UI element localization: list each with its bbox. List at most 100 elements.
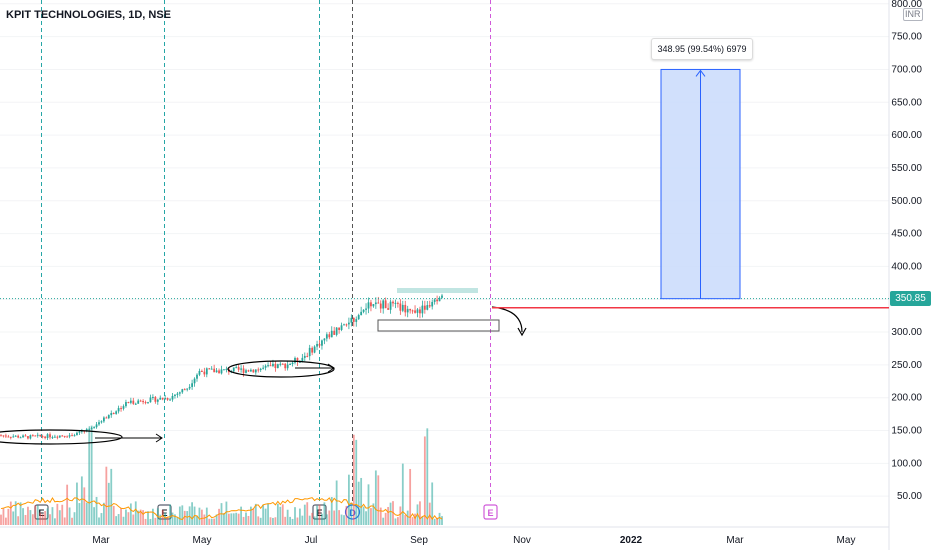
candle-body — [423, 305, 426, 310]
volume-bar — [144, 518, 147, 525]
candle-body — [19, 437, 22, 439]
volume-bar — [335, 480, 338, 525]
candle-body — [340, 325, 343, 330]
volume-bar — [198, 507, 201, 525]
candle-body — [198, 370, 201, 375]
volume-bar — [286, 509, 289, 525]
candle-body — [345, 324, 348, 326]
candle-body — [61, 435, 64, 437]
candle-body — [34, 435, 37, 437]
event-badge-label: E — [487, 508, 493, 518]
breakout-arrow — [295, 363, 335, 373]
volume-bar — [100, 513, 103, 525]
volume-bar — [88, 429, 91, 525]
candle-body — [188, 386, 191, 389]
volume-bar — [66, 484, 69, 525]
candle-body — [245, 370, 247, 373]
candle-body — [132, 400, 135, 404]
volume-bar — [267, 503, 269, 525]
volume-bar — [321, 513, 323, 525]
volume-bar — [27, 506, 29, 525]
volume-bar — [2, 508, 5, 525]
volume-bar — [201, 509, 203, 525]
volume-bar — [166, 516, 169, 525]
candle-body — [137, 400, 140, 404]
volume-bar — [254, 503, 257, 525]
candle-body — [311, 347, 314, 353]
volume-bar — [215, 514, 218, 525]
volume-bar — [289, 516, 291, 525]
candle-body — [306, 355, 309, 357]
x-tick-label: Sep — [410, 535, 428, 546]
candle-body — [318, 343, 321, 346]
candle-body — [360, 311, 363, 316]
consolidation-ellipse — [227, 360, 335, 378]
range-box — [377, 319, 500, 332]
last-price-tag: 350.85 — [890, 291, 931, 306]
measure-arrow-head — [695, 69, 706, 77]
x-tick-label: May — [837, 535, 856, 546]
candle-body — [39, 434, 42, 437]
candle-body — [419, 309, 421, 314]
volume-bar — [44, 511, 46, 525]
volume-bar — [205, 507, 208, 525]
volume-bar — [441, 516, 443, 525]
volume-bar — [129, 503, 132, 525]
candle-body — [166, 398, 169, 400]
candle-body — [178, 392, 181, 394]
candle-body — [223, 369, 225, 371]
candle-body — [352, 317, 355, 322]
candle-body — [213, 368, 216, 373]
candle-body — [63, 435, 66, 437]
candle-body — [299, 361, 301, 363]
volume-bar — [171, 512, 174, 525]
volume-bar — [230, 513, 233, 525]
candle-body — [193, 378, 196, 384]
volume-bar — [365, 511, 367, 525]
measure-label: 348.95 (99.54%) 6979 — [651, 38, 753, 60]
candle-body — [289, 364, 291, 366]
volume-bar — [272, 517, 274, 525]
candle-body — [49, 434, 51, 438]
volume-bar — [122, 516, 125, 525]
volume-bar — [406, 510, 409, 525]
candle-body — [95, 424, 98, 428]
candle-body — [93, 427, 95, 429]
volume-bar — [142, 510, 144, 525]
volume-bar — [237, 513, 240, 525]
currency-badge[interactable]: INR — [903, 8, 923, 21]
candle-body — [41, 436, 44, 438]
candle-body — [426, 305, 429, 310]
volume-bar — [387, 506, 389, 525]
volume-bar — [284, 516, 287, 525]
volume-bar — [117, 514, 120, 525]
volume-bar — [370, 508, 372, 525]
volume-bar — [112, 505, 115, 525]
candle-body — [98, 422, 100, 425]
candle-body — [164, 398, 167, 400]
volume-bar — [22, 508, 24, 525]
candle-body — [286, 364, 289, 369]
y-tick-label: 650.00 — [891, 97, 922, 108]
candle-body — [171, 395, 174, 400]
candle-body — [431, 301, 434, 307]
volume-bar — [279, 506, 282, 525]
volume-bar — [164, 512, 167, 525]
candle-body — [51, 437, 54, 439]
candle-body — [323, 338, 326, 341]
volume-bar — [357, 481, 360, 525]
volume-bar — [259, 517, 262, 525]
y-tick-label: 150.00 — [891, 426, 922, 437]
candle-body — [350, 317, 353, 323]
candle-body — [257, 369, 260, 371]
volume-bar — [12, 511, 15, 525]
volume-bar — [63, 517, 66, 525]
candle-body — [56, 436, 59, 438]
candle-body — [269, 365, 272, 367]
volume-bar — [181, 505, 184, 525]
volume-bar — [397, 517, 399, 525]
volume-bar — [252, 508, 255, 525]
volume-bar — [61, 504, 64, 525]
candle-body — [404, 304, 407, 313]
